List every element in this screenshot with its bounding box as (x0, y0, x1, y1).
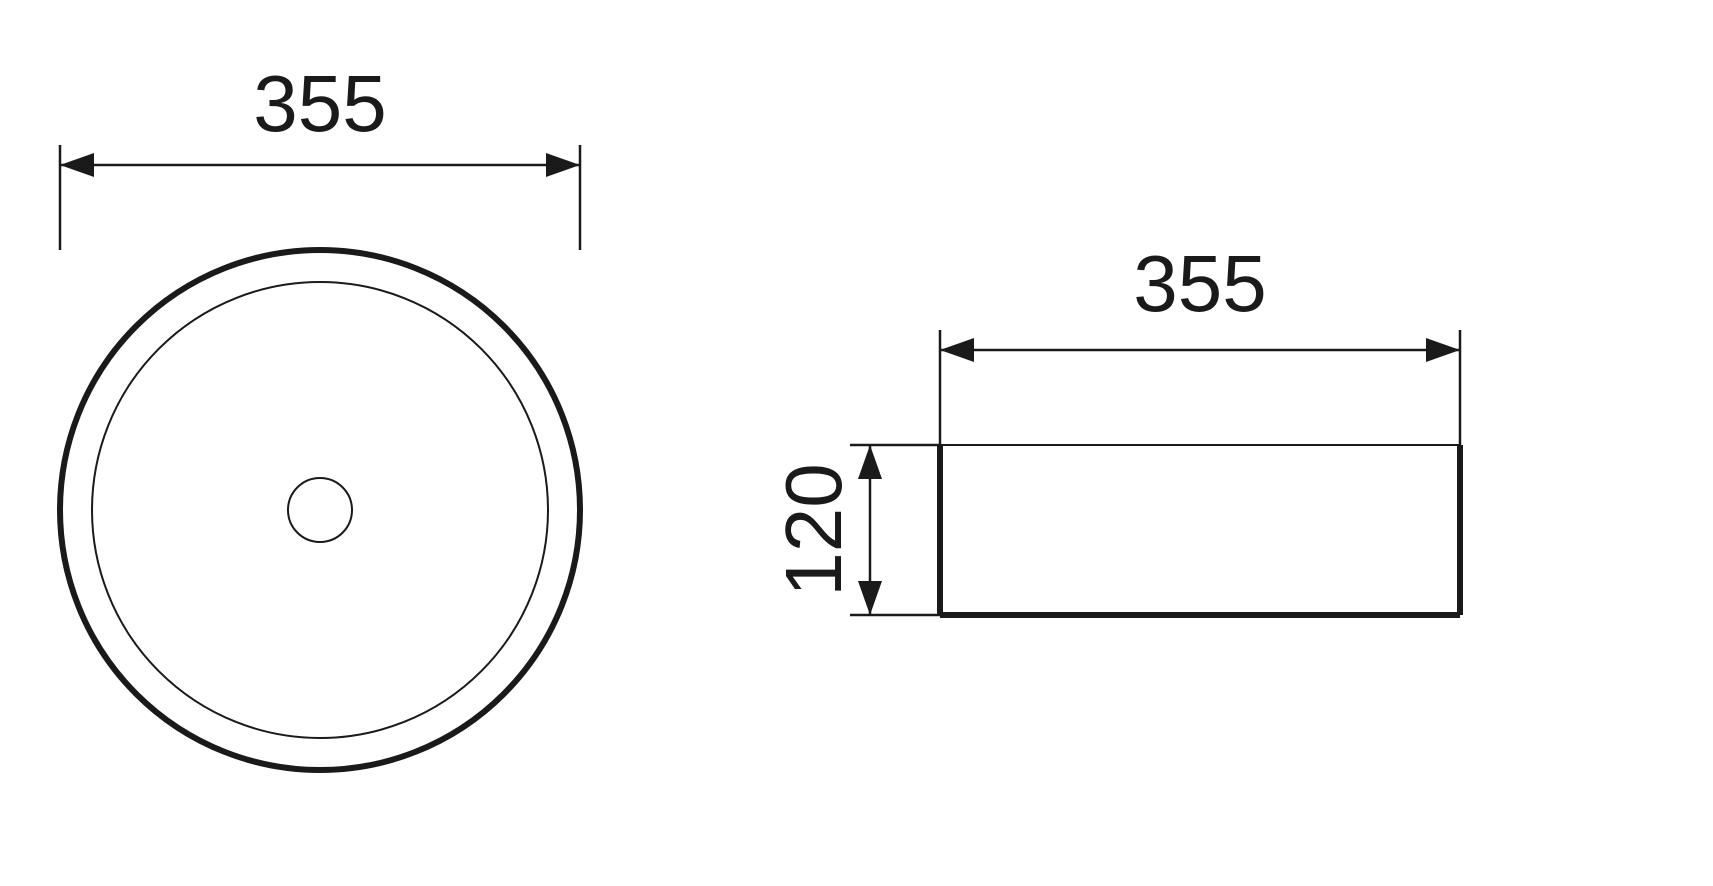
side-height-dimension: 120 (769, 445, 940, 615)
drain-circle (288, 478, 352, 542)
side-height-label: 120 (769, 463, 858, 596)
side-width-dimension: 355 (940, 239, 1460, 445)
side-view: 355 120 (769, 239, 1460, 615)
top-view: 355 (60, 59, 580, 770)
top-width-dimension: 355 (60, 59, 580, 250)
basin-outer-circle (60, 250, 580, 770)
basin-inner-circle (92, 282, 548, 738)
top-width-label: 355 (253, 59, 386, 148)
side-width-label: 355 (1133, 239, 1266, 328)
